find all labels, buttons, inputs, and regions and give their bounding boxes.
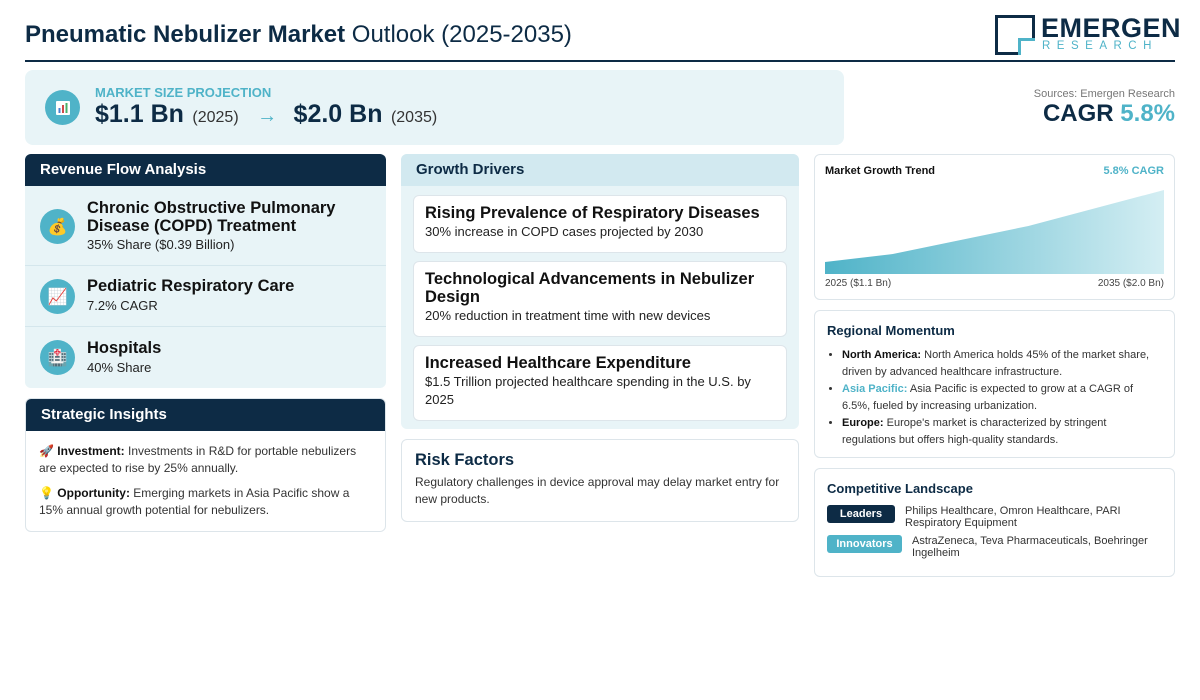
money-bag-icon: 💰: [40, 209, 75, 244]
bar-chart-icon: [45, 90, 80, 125]
region-text: North America holds 45% of the market sh…: [842, 349, 1150, 378]
revenue-item: 💰 Chronic Obstructive Pulmonary Disease …: [25, 186, 386, 266]
trend-area: [825, 190, 1164, 274]
projection-end-year: (2035): [390, 109, 438, 126]
driver-text: $1.5 Trillion projected healthcare spend…: [425, 374, 751, 407]
competitive-landscape-title: Competitive Landscape: [827, 481, 973, 496]
revenue-item: 🏥 Hospitals 40% Share: [25, 327, 386, 388]
risk-factors-text: Regulatory challenges in device approval…: [415, 475, 780, 506]
insight-item: 🚀 Investment: Investments in R&D for por…: [39, 443, 372, 477]
market-growth-trend-card: Market Growth Trend 5.8% CAGR 2025 ($1.1…: [814, 154, 1175, 300]
lightbulb-icon: 💡: [39, 486, 54, 500]
revenue-item-sub: 35% Share ($0.39 Billion): [87, 237, 235, 252]
competitor-list: Philips Healthcare, Omron Healthcare, PA…: [905, 505, 1121, 529]
insight-text: Emerging markets in Asia Pacific show a …: [39, 486, 350, 517]
driver-title: Technological Advancements in Nebulizer …: [425, 270, 755, 306]
region-label: North America:: [842, 349, 922, 361]
insight-label: Investment:: [57, 444, 125, 458]
trend-end-label: 2035 ($2.0 Bn): [1097, 278, 1164, 289]
insight-label: Opportunity:: [57, 486, 130, 500]
hospital-icon: 🏥: [40, 340, 75, 375]
projection-start-value: $1.1 Bn: [95, 100, 184, 128]
page-title-rest: Outlook (2025-2035): [351, 21, 572, 48]
region-text: Asia Pacific is expected to grow at a CA…: [842, 383, 1134, 412]
regional-momentum-title: Regional Momentum: [827, 323, 955, 338]
revenue-item-sub: 40% Share: [87, 360, 152, 375]
region-label: Asia Pacific:: [842, 383, 908, 395]
revenue-item-title: Pediatric Respiratory Care: [87, 277, 295, 295]
growth-drivers-title: Growth Drivers: [401, 154, 799, 186]
driver-item: Technological Advancements in Nebulizer …: [413, 261, 787, 337]
arrow-right-icon: →: [257, 105, 278, 127]
trend-cagr: 5.8% CAGR: [1103, 165, 1164, 177]
emergen-logo: EMERGEN RESEARCH: [995, 13, 1181, 56]
driver-title: Increased Healthcare Expenditure: [425, 354, 691, 372]
strategic-insights-title: Strategic Insights: [26, 399, 385, 431]
competitive-landscape-card: Competitive Landscape Leaders Philips He…: [814, 468, 1175, 577]
revenue-item-title: Hospitals: [87, 339, 162, 357]
chart-up-icon: 📈: [40, 279, 75, 314]
driver-title: Rising Prevalence of Respiratory Disease…: [425, 204, 760, 222]
insight-text: Investments in R&D for portable nebulize…: [39, 444, 357, 475]
projection-values: $1.1 Bn (2025) → $2.0 Bn (2035): [95, 100, 437, 129]
cagr-value: 5.8%: [1120, 100, 1175, 127]
strategic-insights-card: Strategic Insights 🚀 Investment: Investm…: [25, 398, 386, 532]
region-item: North America: North America holds 45% o…: [842, 347, 1162, 381]
driver-item: Rising Prevalence of Respiratory Disease…: [413, 195, 787, 253]
growth-drivers-card: Growth Drivers Rising Prevalence of Resp…: [401, 154, 799, 429]
trend-start-label: 2025 ($1.1 Bn): [825, 278, 892, 289]
page-title-bold: Pneumatic Nebulizer Market: [25, 21, 346, 48]
competitor-row: Leaders Philips Healthcare, Omron Health…: [827, 505, 1145, 529]
market-size-projection: MARKET SIZE PROJECTION $1.1 Bn (2025) → …: [25, 70, 844, 145]
revenue-flow-title: Revenue Flow Analysis: [25, 154, 386, 186]
innovators-badge: Innovators: [827, 535, 902, 553]
sources-note: Sources: Emergen Research: [1033, 88, 1175, 100]
insight-item: 💡 Opportunity: Emerging markets in Asia …: [39, 485, 372, 519]
revenue-item: 📈 Pediatric Respiratory Care 7.2% CAGR: [25, 266, 386, 327]
driver-item: Increased Healthcare Expenditure $1.5 Tr…: [413, 345, 787, 421]
projection-start-year: (2025): [192, 109, 239, 126]
logo-subtitle: RESEARCH: [1042, 40, 1158, 52]
region-item: Europe: Europe's market is characterized…: [842, 415, 1162, 449]
region-text: Europe's market is characterized by stri…: [842, 417, 1107, 446]
logo-mark-icon: [995, 15, 1035, 55]
trend-area-chart: [825, 190, 1164, 274]
driver-text: 20% reduction in treatment time with new…: [425, 308, 711, 323]
competitor-list: AstraZeneca, Teva Pharmaceuticals, Boehr…: [912, 535, 1148, 559]
trend-title: Market Growth Trend: [825, 165, 936, 177]
region-item: Asia Pacific: Asia Pacific is expected t…: [842, 381, 1162, 415]
rocket-icon: 🚀: [39, 444, 54, 458]
revenue-item-sub: 7.2% CAGR: [87, 298, 158, 313]
cagr-headline: CAGR 5.8%: [1043, 100, 1175, 128]
projection-end-value: $2.0 Bn: [293, 100, 383, 128]
revenue-item-title: Chronic Obstructive Pulmonary Disease (C…: [87, 199, 336, 235]
driver-text: 30% increase in COPD cases projected by …: [425, 224, 704, 239]
region-label: Europe:: [842, 417, 884, 429]
cagr-label: CAGR: [1042, 100, 1114, 127]
logo-name: EMERGEN: [1041, 13, 1182, 43]
competitor-row: Innovators AstraZeneca, Teva Pharmaceuti…: [827, 535, 1152, 559]
projection-label: MARKET SIZE PROJECTION: [95, 85, 272, 100]
regional-momentum-card: Regional Momentum North America: North A…: [814, 310, 1175, 458]
page-header: Pneumatic Nebulizer Market Outlook (2025…: [25, 12, 1181, 62]
revenue-flow-card: Revenue Flow Analysis 💰 Chronic Obstruct…: [25, 154, 386, 388]
page-title: Pneumatic Nebulizer Market Outlook (2025…: [25, 21, 572, 49]
leaders-badge: Leaders: [827, 505, 895, 523]
risk-factors-card: Risk Factors Regulatory challenges in de…: [401, 439, 799, 522]
risk-factors-title: Risk Factors: [415, 451, 515, 469]
